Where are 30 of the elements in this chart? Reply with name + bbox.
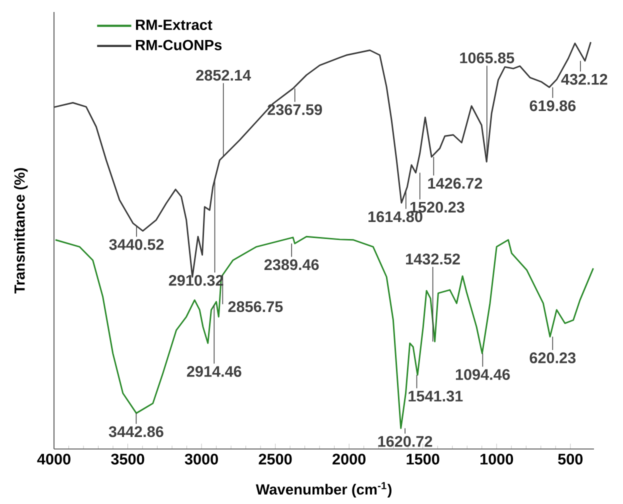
annotation: 1614.80 bbox=[368, 211, 422, 222]
x-tick-label: 3500 bbox=[111, 454, 144, 465]
annotation: 2856.75 bbox=[228, 301, 283, 312]
annotation: 2367.59 bbox=[268, 104, 322, 116]
annotation: 1065.85 bbox=[460, 52, 514, 64]
x-tick-label: 500 bbox=[558, 454, 583, 465]
y-axis-title: Transmittance (%) bbox=[14, 168, 28, 294]
x-tick-label: 1000 bbox=[480, 454, 514, 465]
annotation: 620.23 bbox=[530, 352, 576, 364]
annotation: 1432.52 bbox=[406, 254, 460, 265]
x-tick-label: 2000 bbox=[332, 454, 366, 465]
annotation: 2914.46 bbox=[186, 366, 242, 377]
annotation: 1541.31 bbox=[408, 390, 463, 402]
annotation: 1094.46 bbox=[456, 369, 510, 380]
annotation: 3442.86 bbox=[108, 426, 164, 438]
annotation: 2389.46 bbox=[264, 259, 319, 270]
x-tick-label: 3000 bbox=[184, 454, 218, 465]
x-tick-label: 4000 bbox=[37, 454, 70, 465]
annotation: 3440.52 bbox=[109, 239, 164, 250]
annotation: 1426.72 bbox=[428, 178, 482, 189]
x-tick-label: 2500 bbox=[258, 454, 292, 465]
annotation: 2852.14 bbox=[196, 70, 251, 81]
x-axis-title: Wavenumber (cm$^{-1}$) bbox=[256, 482, 392, 498]
x-tick-label: 1500 bbox=[406, 454, 440, 465]
legend-label: RM-Extract bbox=[136, 20, 212, 30]
annotation: 619.86 bbox=[530, 100, 576, 112]
legend-label: RM-CuONPs bbox=[136, 40, 222, 50]
annotation: 1620.72 bbox=[378, 436, 432, 447]
annotation: 1520.23 bbox=[410, 202, 464, 213]
annotation: 432.12 bbox=[561, 74, 608, 85]
